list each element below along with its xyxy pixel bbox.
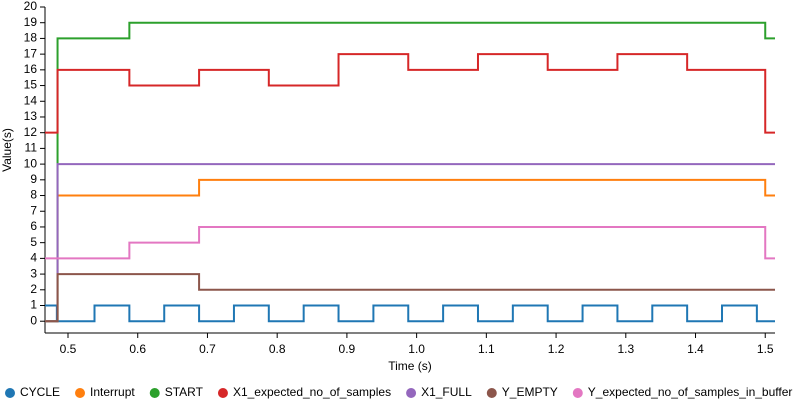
x-tick-label: 1.0 [408, 342, 425, 356]
legend-label: Interrupt [90, 385, 135, 399]
legend-label: Y_expected_no_of_samples_in_buffer [588, 385, 793, 399]
series-line [45, 304, 775, 323]
y-tick-label: 16 [24, 62, 38, 76]
y-tick-label: 12 [24, 125, 38, 139]
y-tick-label: 14 [24, 93, 38, 107]
series-line [45, 53, 775, 134]
y-tick-label: 13 [24, 109, 38, 123]
x-axis-title: Time (s) [388, 359, 432, 373]
x-tick-label: 0.6 [129, 342, 146, 356]
legend-label: X1_FULL [421, 385, 472, 399]
y-tick-label: 3 [30, 266, 37, 280]
legend-marker [217, 388, 228, 398]
x-tick-label: 0.5 [60, 342, 77, 356]
series-line [45, 178, 775, 323]
legend-label: CYCLE [20, 385, 60, 399]
x-tick-label: 0.7 [199, 342, 216, 356]
series-line [45, 21, 775, 323]
y-tick-label: 8 [30, 188, 37, 202]
x-tick-label: 1.2 [548, 342, 565, 356]
y-tick-label: 10 [24, 156, 38, 170]
y-tick-label: 18 [24, 31, 38, 45]
legend-label: X1_expected_no_of_samples [233, 385, 391, 399]
y-tick-label: 1 [30, 298, 37, 312]
y-tick-label: 2 [30, 282, 37, 296]
legend-label: Y_EMPTY [502, 385, 558, 399]
legend-marker [5, 388, 15, 398]
legend-marker [75, 388, 86, 398]
x-tick-label: 0.9 [339, 342, 356, 356]
legend-marker [486, 388, 497, 398]
series-line [45, 273, 775, 323]
y-tick-label: 19 [24, 15, 38, 29]
y-tick-label: 15 [24, 78, 38, 92]
x-tick-label: 1.4 [687, 342, 704, 356]
y-tick-label: 20 [24, 0, 38, 13]
y-tick-label: 9 [30, 172, 37, 186]
series-line [45, 225, 775, 260]
y-tick-label: 6 [30, 219, 37, 233]
y-tick-label: 7 [30, 203, 37, 217]
y-tick-label: 4 [30, 251, 37, 265]
legend-marker [572, 388, 583, 398]
y-tick-label: 17 [24, 46, 38, 60]
y-tick-label: 11 [25, 141, 38, 155]
x-tick-label: 1.3 [617, 342, 634, 356]
legend-marker [149, 388, 160, 398]
y-tick-label: 5 [30, 235, 37, 249]
y-tick-label: 0 [30, 313, 37, 327]
x-tick-label: 1.1 [478, 342, 495, 356]
x-tick-label: 0.8 [269, 342, 286, 356]
legend-marker [406, 388, 417, 398]
legend-label: START [165, 385, 204, 399]
x-tick-label: 1.5 [757, 342, 774, 356]
y-axis-title: Value(s) [0, 128, 14, 172]
